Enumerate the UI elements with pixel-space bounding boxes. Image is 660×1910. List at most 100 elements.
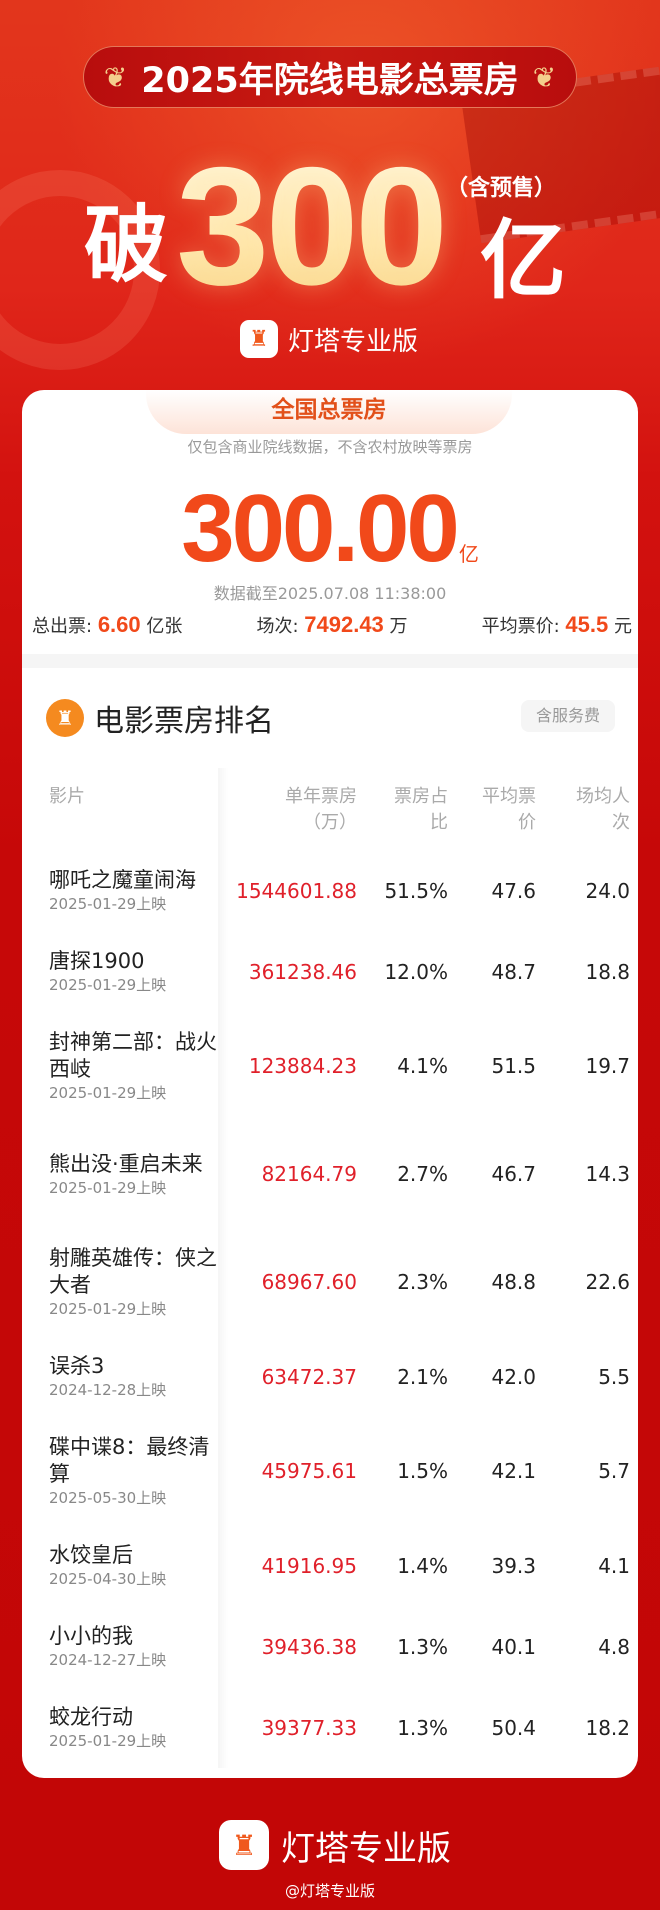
avg-price-value: 42.1 bbox=[491, 1459, 536, 1483]
avg-price-value: 48.8 bbox=[491, 1270, 536, 1294]
film-cell: 小小的我 2024-12-27上映 bbox=[49, 1623, 217, 1670]
weibo-handle: @灯塔专业版 bbox=[284, 1882, 375, 1900]
brand-logo: ♜ 灯塔专业版 bbox=[240, 320, 418, 358]
box-office-value: 82164.79 bbox=[261, 1162, 357, 1186]
film-cell: 唐探1900 2025-01-29上映 bbox=[49, 948, 217, 995]
avg-attendance-value: 22.6 bbox=[585, 1270, 630, 1294]
table-row[interactable]: 封神第二部：战火西岐 2025-01-29上映 123884.23 4.1% 51.5 1… bbox=[22, 1012, 638, 1120]
stat-tickets: 总出票: 6.60 亿张 bbox=[32, 612, 183, 637]
avg-attendance-value: 24.0 bbox=[585, 878, 630, 903]
col-share[interactable]: 票房占 比 bbox=[394, 786, 448, 833]
film-title[interactable]: 蛟龙行动 bbox=[49, 1705, 133, 1729]
laurel-icon: ❦ bbox=[103, 60, 128, 94]
footer-brand-name: 灯塔专业版 bbox=[281, 1828, 451, 1869]
ranking-title: 电影票房排名 bbox=[94, 704, 274, 739]
avg-price-value: 42.0 bbox=[491, 1364, 536, 1389]
avg-price-value: 48.7 bbox=[491, 959, 536, 984]
film-cell: 熊出没·重启未来 2025-01-29上映 bbox=[49, 1151, 217, 1198]
avg-attendance-value: 19.7 bbox=[585, 1054, 630, 1078]
brand-name: 灯塔专业版 bbox=[288, 326, 419, 357]
box-office-card: 全国总票房 仅包含商业院线数据，不含农村放映等票房 300.00 亿 数据截至20… bbox=[22, 390, 638, 1778]
avg-price-value: 51.5 bbox=[491, 1054, 536, 1078]
share-value: 12.0% bbox=[384, 959, 448, 984]
share-value: 2.3% bbox=[397, 1270, 448, 1294]
subtitle: 仅包含商业院线数据，不含农村放映等票房 bbox=[187, 438, 473, 456]
col-avg-attendance[interactable]: 场均人 次 bbox=[576, 786, 630, 833]
stat-shows: 场次: 7492.43 万 bbox=[256, 612, 408, 637]
table-row[interactable]: 蛟龙行动 2025-01-29上映 39377.33 1.3% 50.4 18.2 bbox=[22, 1687, 638, 1768]
service-fee-badge[interactable]: 含服务费 bbox=[521, 700, 615, 732]
avg-price-value: 50.4 bbox=[491, 1715, 536, 1740]
release-date: 2025-05-30上映 bbox=[49, 1489, 167, 1507]
film-title[interactable]: 射雕英雄传：侠之大者 bbox=[49, 1246, 217, 1297]
table-row[interactable]: 小小的我 2024-12-27上映 39436.38 1.3% 40.1 4.8 bbox=[22, 1606, 638, 1687]
box-office-value: 41916.95 bbox=[261, 1553, 357, 1578]
box-office-value: 123884.23 bbox=[248, 1054, 357, 1078]
tab-national-box-office[interactable]: 全国总票房 bbox=[146, 390, 512, 434]
release-date: 2025-01-29上映 bbox=[49, 895, 167, 913]
release-date: 2025-04-30上映 bbox=[49, 1570, 167, 1588]
film-title[interactable]: 小小的我 bbox=[49, 1624, 133, 1648]
ranking-table: 哪吒之魔童闹海 2025-01-29上映 1544601.88 51.5% 47.6 24… bbox=[22, 850, 638, 1768]
table-row[interactable]: 唐探1900 2025-01-29上映 361238.46 12.0% 48.7 18.8 bbox=[22, 931, 638, 1012]
table-row[interactable]: 误杀3 2024-12-28上映 63472.37 2.1% 42.0 5.5 bbox=[22, 1336, 638, 1417]
box-office-value: 68967.60 bbox=[261, 1270, 357, 1294]
table-header: 影片 单年票房 （万） 票房占 比 平均票 价 场均人 次 bbox=[22, 784, 638, 844]
col-box-office[interactable]: 单年票房 （万） bbox=[285, 786, 357, 833]
title-pill: ❦ 2025年院线电影总票房 ❦ bbox=[83, 46, 577, 108]
avg-attendance-value: 14.3 bbox=[585, 1162, 630, 1186]
film-cell: 蛟龙行动 2025-01-29上映 bbox=[49, 1704, 217, 1751]
divider bbox=[22, 654, 638, 668]
avg-attendance-value: 18.8 bbox=[585, 959, 630, 984]
col-avg-price[interactable]: 平均票 价 bbox=[482, 786, 536, 833]
film-title[interactable]: 唐探1900 bbox=[49, 949, 145, 973]
table-row[interactable]: 碟中谍8：最终清算 2025-05-30上映 45975.61 1.5% 42.1 5.7 bbox=[22, 1417, 638, 1525]
avg-price-value: 39.3 bbox=[491, 1553, 536, 1578]
avg-attendance-value: 5.5 bbox=[598, 1364, 630, 1389]
film-cell: 水饺皇后 2025-04-30上映 bbox=[49, 1542, 217, 1589]
film-title[interactable]: 熊出没·重启未来 bbox=[49, 1151, 203, 1176]
table-row[interactable]: 水饺皇后 2025-04-30上映 41916.95 1.4% 39.3 4.1 bbox=[22, 1525, 638, 1606]
release-date: 2025-01-29上映 bbox=[49, 1300, 167, 1318]
sticky-column-shadow bbox=[218, 768, 228, 1768]
share-value: 2.7% bbox=[397, 1162, 448, 1186]
stats-row: 总出票: 6.60 亿张 场次: 7492.43 万 平均票价: 45.5 元 bbox=[32, 612, 632, 638]
headline-note: （含预售） bbox=[446, 175, 557, 200]
total-value: 300.00 bbox=[181, 475, 460, 582]
avg-attendance-value: 4.8 bbox=[598, 1634, 630, 1659]
headline-number: 300 bbox=[176, 130, 448, 323]
release-date: 2024-12-27上映 bbox=[49, 1651, 167, 1669]
avg-attendance-value: 18.2 bbox=[585, 1715, 630, 1740]
table-row[interactable]: 哪吒之魔童闹海 2025-01-29上映 1544601.88 51.5% 47.6 24… bbox=[22, 850, 638, 931]
box-office-value: 39377.33 bbox=[261, 1715, 357, 1740]
film-title[interactable]: 碟中谍8：最终清算 bbox=[49, 1435, 210, 1486]
col-film[interactable]: 影片 bbox=[49, 786, 85, 807]
share-value: 4.1% bbox=[397, 1054, 448, 1078]
total-unit: 亿 bbox=[458, 542, 479, 566]
release-date: 2025-01-29上映 bbox=[49, 1732, 167, 1750]
table-row[interactable]: 射雕英雄传：侠之大者 2025-01-29上映 68967.60 2.3% 48.8 22… bbox=[22, 1228, 638, 1336]
film-cell: 封神第二部：战火西岐 2025-01-29上映 bbox=[49, 1029, 217, 1103]
film-title[interactable]: 哪吒之魔童闹海 bbox=[49, 868, 196, 892]
share-value: 1.3% bbox=[397, 1634, 448, 1659]
film-cell: 射雕英雄传：侠之大者 2025-01-29上映 bbox=[49, 1245, 217, 1319]
stat-avg-price: 平均票价: 45.5 元 bbox=[481, 612, 632, 637]
release-date: 2025-01-29上映 bbox=[49, 976, 167, 994]
total-box-office: 300.00 亿 bbox=[22, 474, 638, 584]
avg-attendance-value: 5.7 bbox=[598, 1459, 630, 1483]
release-date: 2025-01-29上映 bbox=[49, 1178, 167, 1197]
avg-attendance-value: 4.1 bbox=[598, 1553, 630, 1578]
box-office-value: 1544601.88 bbox=[236, 878, 357, 903]
table-row[interactable]: 熊出没·重启未来 2025-01-29上映 82164.79 2.7% 46.7 14.3 bbox=[22, 1120, 638, 1228]
film-title[interactable]: 封神第二部：战火西岐 bbox=[49, 1030, 217, 1081]
share-value: 51.5% bbox=[384, 878, 448, 903]
film-cell: 哪吒之魔童闹海 2025-01-29上映 bbox=[49, 867, 217, 914]
share-value: 1.4% bbox=[397, 1553, 448, 1578]
footer-brand: ♜ 灯塔专业版 bbox=[219, 1820, 451, 1870]
film-title[interactable]: 水饺皇后 bbox=[49, 1543, 133, 1567]
avg-price-value: 46.7 bbox=[491, 1162, 536, 1186]
laurel-icon: ❦ bbox=[532, 60, 557, 94]
lighthouse-icon: ♜ bbox=[219, 1820, 269, 1870]
film-title[interactable]: 误杀3 bbox=[49, 1354, 105, 1378]
share-value: 2.1% bbox=[397, 1364, 448, 1389]
